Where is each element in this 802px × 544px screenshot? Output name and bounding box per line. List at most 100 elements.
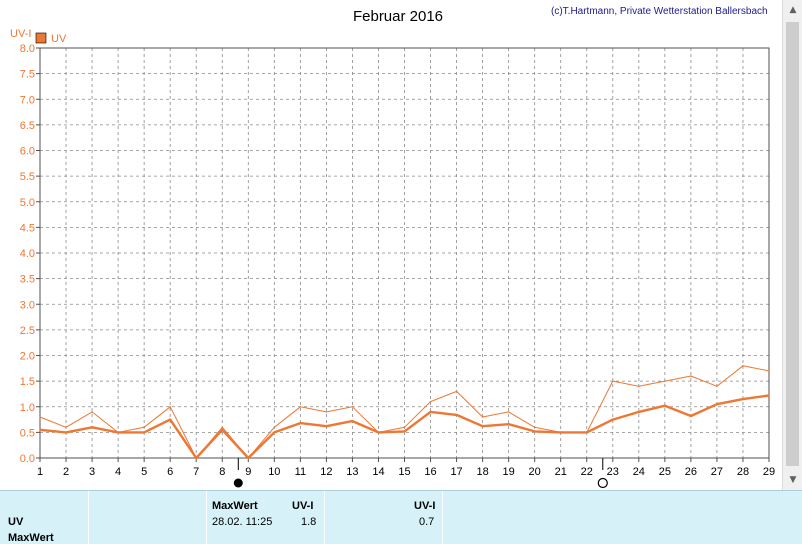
data-point: [429, 400, 432, 403]
y-tick-label: 8.0: [20, 43, 35, 55]
table-divider: [442, 491, 443, 544]
table-header-unit: UV-I: [292, 500, 314, 512]
y-axis: 0.0 0.5 1.0 1.5 2.0 2.5 3.0 3.5 4.0 4.5 5.0 5.5 6.0 6…: [20, 43, 40, 465]
y-tick-label: 6.5: [20, 120, 35, 132]
data-point: [351, 405, 354, 408]
data-point: [742, 364, 744, 367]
data-point: [221, 429, 224, 431]
data-point: [377, 431, 380, 434]
data-point: [325, 425, 328, 428]
data-point: [611, 380, 614, 382]
data-point: [325, 411, 328, 413]
table-header-maxwert: MaxWert: [212, 500, 258, 512]
x-tick-label: 19: [503, 466, 515, 478]
data-point: [273, 426, 276, 429]
data-point: [638, 385, 640, 388]
data-point: [273, 431, 276, 434]
table-header-unit-2: UV-I: [414, 500, 436, 512]
x-tick-label: 20: [529, 466, 541, 478]
x-tick-label: 26: [685, 466, 697, 478]
legend-label: UV: [51, 33, 67, 45]
vertical-scrollbar[interactable]: ▲ ▼: [782, 0, 802, 490]
data-table: MaxWert UV-I UV-I UV 28.02. 11:25 1.8 0.…: [0, 490, 802, 544]
x-tick-label: 12: [320, 466, 332, 478]
x-tick-label: 4: [115, 466, 121, 478]
data-point: [143, 426, 145, 429]
x-tick-label: 17: [450, 466, 462, 478]
data-point: [585, 431, 588, 434]
data-point: [351, 420, 354, 422]
moon-phase-markers: [233, 458, 608, 489]
y-tick-label: 7.0: [20, 94, 35, 106]
data-point: [143, 431, 145, 434]
y-tick-label: 3.5: [20, 274, 35, 286]
x-tick-label: 5: [141, 466, 147, 478]
scrollbar-thumb[interactable]: [786, 22, 799, 466]
y-tick-label: 1.5: [20, 376, 35, 388]
series-layer: [39, 364, 770, 460]
data-point: [559, 431, 562, 434]
data-point: [533, 430, 536, 433]
data-point: [195, 457, 198, 459]
data-point: [39, 429, 41, 431]
data-point: [481, 416, 484, 418]
x-tick-label: 6: [167, 466, 173, 478]
x-tick-label: 15: [398, 466, 410, 478]
data-point: [169, 405, 171, 408]
data-point: [221, 426, 224, 429]
x-tick-label: 24: [633, 466, 645, 478]
data-point: [403, 430, 406, 433]
legend-swatch: [35, 32, 47, 44]
data-point: [299, 405, 302, 408]
x-tick-label: 14: [372, 466, 384, 478]
y-tick-label: 4.5: [20, 222, 35, 234]
scroll-down-arrow-icon[interactable]: ▼: [789, 475, 797, 485]
data-point: [690, 375, 692, 377]
full-moon-icon: [597, 477, 608, 489]
table-divider: [206, 491, 207, 544]
table-divider: [324, 491, 325, 544]
x-tick-label: 23: [607, 466, 619, 478]
data-point: [716, 385, 718, 388]
y-tick-label: 5.5: [20, 171, 35, 183]
x-tick-label: 7: [193, 466, 199, 478]
x-tick-label: 27: [711, 466, 723, 478]
data-point: [664, 380, 666, 382]
y-tick-label: 0.5: [20, 427, 35, 439]
x-tick-label: 9: [245, 466, 251, 478]
x-tick-label: 8: [219, 466, 225, 478]
data-point: [533, 426, 536, 429]
data-point: [247, 457, 250, 459]
data-point: [91, 426, 93, 429]
data-point: [611, 418, 614, 421]
y-tick-label: 2.5: [20, 325, 35, 337]
x-tick-label: 16: [424, 466, 436, 478]
y-tick-label: 7.5: [20, 69, 35, 81]
x-tick-label: 22: [581, 466, 593, 478]
data-point: [429, 411, 432, 413]
x-tick-label: 29: [763, 466, 775, 478]
x-tick-label: 11: [295, 466, 306, 478]
data-point: [65, 426, 67, 429]
table-row-label-2: MaxWert: [8, 532, 54, 544]
data-point: [403, 426, 406, 429]
x-tick-label: 3: [89, 466, 95, 478]
y-tick-label: 3.0: [20, 299, 35, 311]
y-tick-label: 1.0: [20, 402, 35, 414]
y-tick-label: 4.0: [20, 248, 35, 260]
y-tick-label: 5.0: [20, 197, 35, 209]
data-point: [39, 416, 41, 418]
data-point: [716, 403, 718, 405]
grid: [40, 48, 769, 458]
max-value: 1.8: [301, 516, 317, 528]
data-point: [768, 394, 770, 397]
chart-title: Februar 2016: [353, 8, 443, 25]
x-axis: 1 2 3 4 5 6 7 8 9 10 11 12 13 14 15 16 17 18 19 20 21 22 23 24 2…: [37, 458, 775, 478]
x-tick-label: 10: [268, 466, 280, 478]
x-tick-label: 28: [737, 466, 749, 478]
scroll-up-arrow-icon[interactable]: ▲: [789, 5, 797, 15]
data-point: [169, 418, 171, 421]
data-point: [299, 422, 302, 424]
y-tick-label: 6.0: [20, 146, 35, 158]
x-tick-label: 25: [659, 466, 671, 478]
